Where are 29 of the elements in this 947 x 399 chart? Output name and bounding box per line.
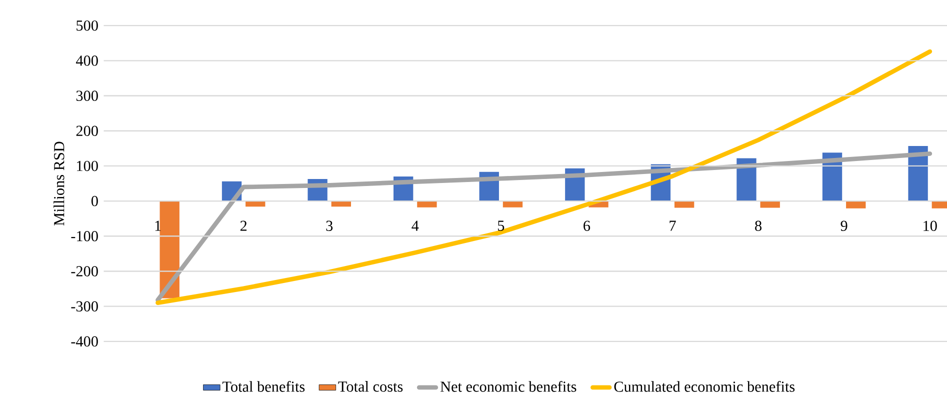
y-tick-label: -400	[71, 336, 98, 347]
x-tick-label: 6	[584, 221, 590, 232]
x-tick-label: 4	[412, 221, 419, 231]
bar	[417, 201, 437, 208]
x-tick-label: 9	[840, 221, 848, 232]
y-tick-label: 200	[76, 126, 98, 136]
bar	[908, 146, 928, 202]
y-tick-label: -100	[71, 231, 98, 242]
bar	[736, 158, 756, 202]
legend-label: Total benefits	[222, 381, 305, 392]
legend-label: Cumulated economic benefits	[614, 381, 795, 392]
y-tick-label: 500	[76, 20, 98, 31]
legend-label: Total costs	[338, 381, 403, 392]
x-tick-label: 5	[498, 220, 504, 232]
y-axis-title: Millions RSD	[54, 142, 64, 226]
y-tick-label: 0	[91, 196, 98, 206]
x-tick-label: 7	[670, 220, 676, 231]
y-tick-label: 400	[76, 56, 98, 66]
x-tick-label: 3	[326, 221, 333, 232]
bar	[502, 201, 523, 208]
x-tick-label: 2	[240, 221, 247, 232]
x-tick-label: 8	[755, 221, 762, 232]
y-tick-label: 300	[76, 90, 98, 102]
y-tick-label: -300	[71, 301, 98, 312]
bar	[846, 201, 866, 209]
y-tick-label: -200	[71, 266, 98, 277]
x-tick-label: 10	[924, 221, 937, 232]
legend-label: Net economic benefits	[440, 381, 576, 392]
y-tick-label: 100	[77, 161, 98, 172]
